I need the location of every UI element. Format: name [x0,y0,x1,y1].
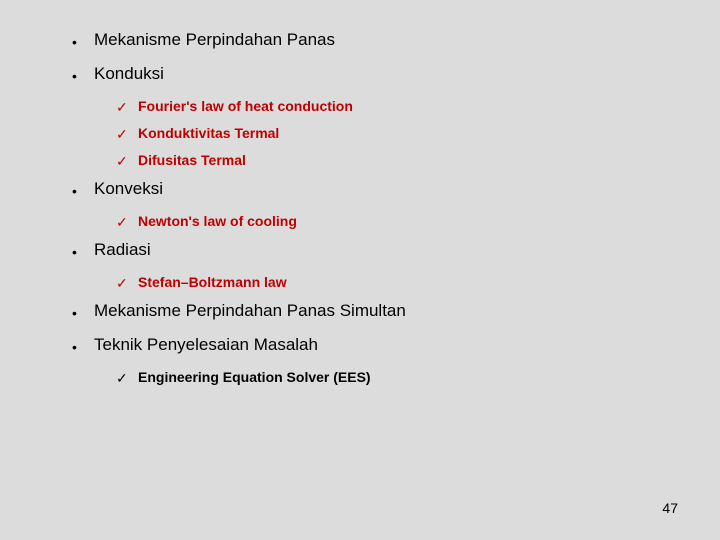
slide-content: • Mekanisme Perpindahan Panas • Konduksi… [0,30,720,385]
bullet-item: • Radiasi [72,240,720,260]
check-icon: ✓ [116,371,138,385]
check-icon: ✓ [116,154,138,168]
bullet-item: • Mekanisme Perpindahan Panas [72,30,720,50]
sub-label: Difusitas Termal [138,152,246,168]
bullet-label: Mekanisme Perpindahan Panas Simultan [94,301,406,321]
check-icon: ✓ [116,215,138,229]
bullet-item: • Konveksi [72,179,720,199]
bullet-item: • Teknik Penyelesaian Masalah [72,335,720,355]
sub-item: ✓ Engineering Equation Solver (EES) [116,369,720,385]
sub-list: ✓ Newton's law of cooling [72,213,720,229]
bullet-marker: • [72,306,94,320]
check-icon: ✓ [116,100,138,114]
bullet-label: Konveksi [94,179,163,199]
sub-label: Konduktivitas Termal [138,125,279,141]
sub-item: ✓ Konduktivitas Termal [116,125,720,141]
bullet-label: Teknik Penyelesaian Masalah [94,335,318,355]
bullet-marker: • [72,340,94,354]
bullet-label: Radiasi [94,240,151,260]
sub-item: ✓ Stefan–Boltzmann law [116,274,720,290]
bullet-item: • Mekanisme Perpindahan Panas Simultan [72,301,720,321]
sub-label: Newton's law of cooling [138,213,297,229]
bullet-marker: • [72,69,94,83]
sub-item: ✓ Difusitas Termal [116,152,720,168]
bullet-marker: • [72,35,94,49]
sub-list: ✓ Stefan–Boltzmann law [72,274,720,290]
sub-item: ✓ Fourier's law of heat conduction [116,98,720,114]
bullet-label: Konduksi [94,64,164,84]
bullet-marker: • [72,245,94,259]
page-number: 47 [662,500,678,516]
sub-label: Engineering Equation Solver (EES) [138,369,371,385]
bullet-marker: • [72,184,94,198]
sub-label: Stefan–Boltzmann law [138,274,287,290]
bullet-label: Mekanisme Perpindahan Panas [94,30,335,50]
sub-label: Fourier's law of heat conduction [138,98,353,114]
check-icon: ✓ [116,127,138,141]
check-icon: ✓ [116,276,138,290]
sub-item: ✓ Newton's law of cooling [116,213,720,229]
bullet-item: • Konduksi [72,64,720,84]
sub-list: ✓ Fourier's law of heat conduction ✓ Kon… [72,98,720,168]
sub-list: ✓ Engineering Equation Solver (EES) [72,369,720,385]
